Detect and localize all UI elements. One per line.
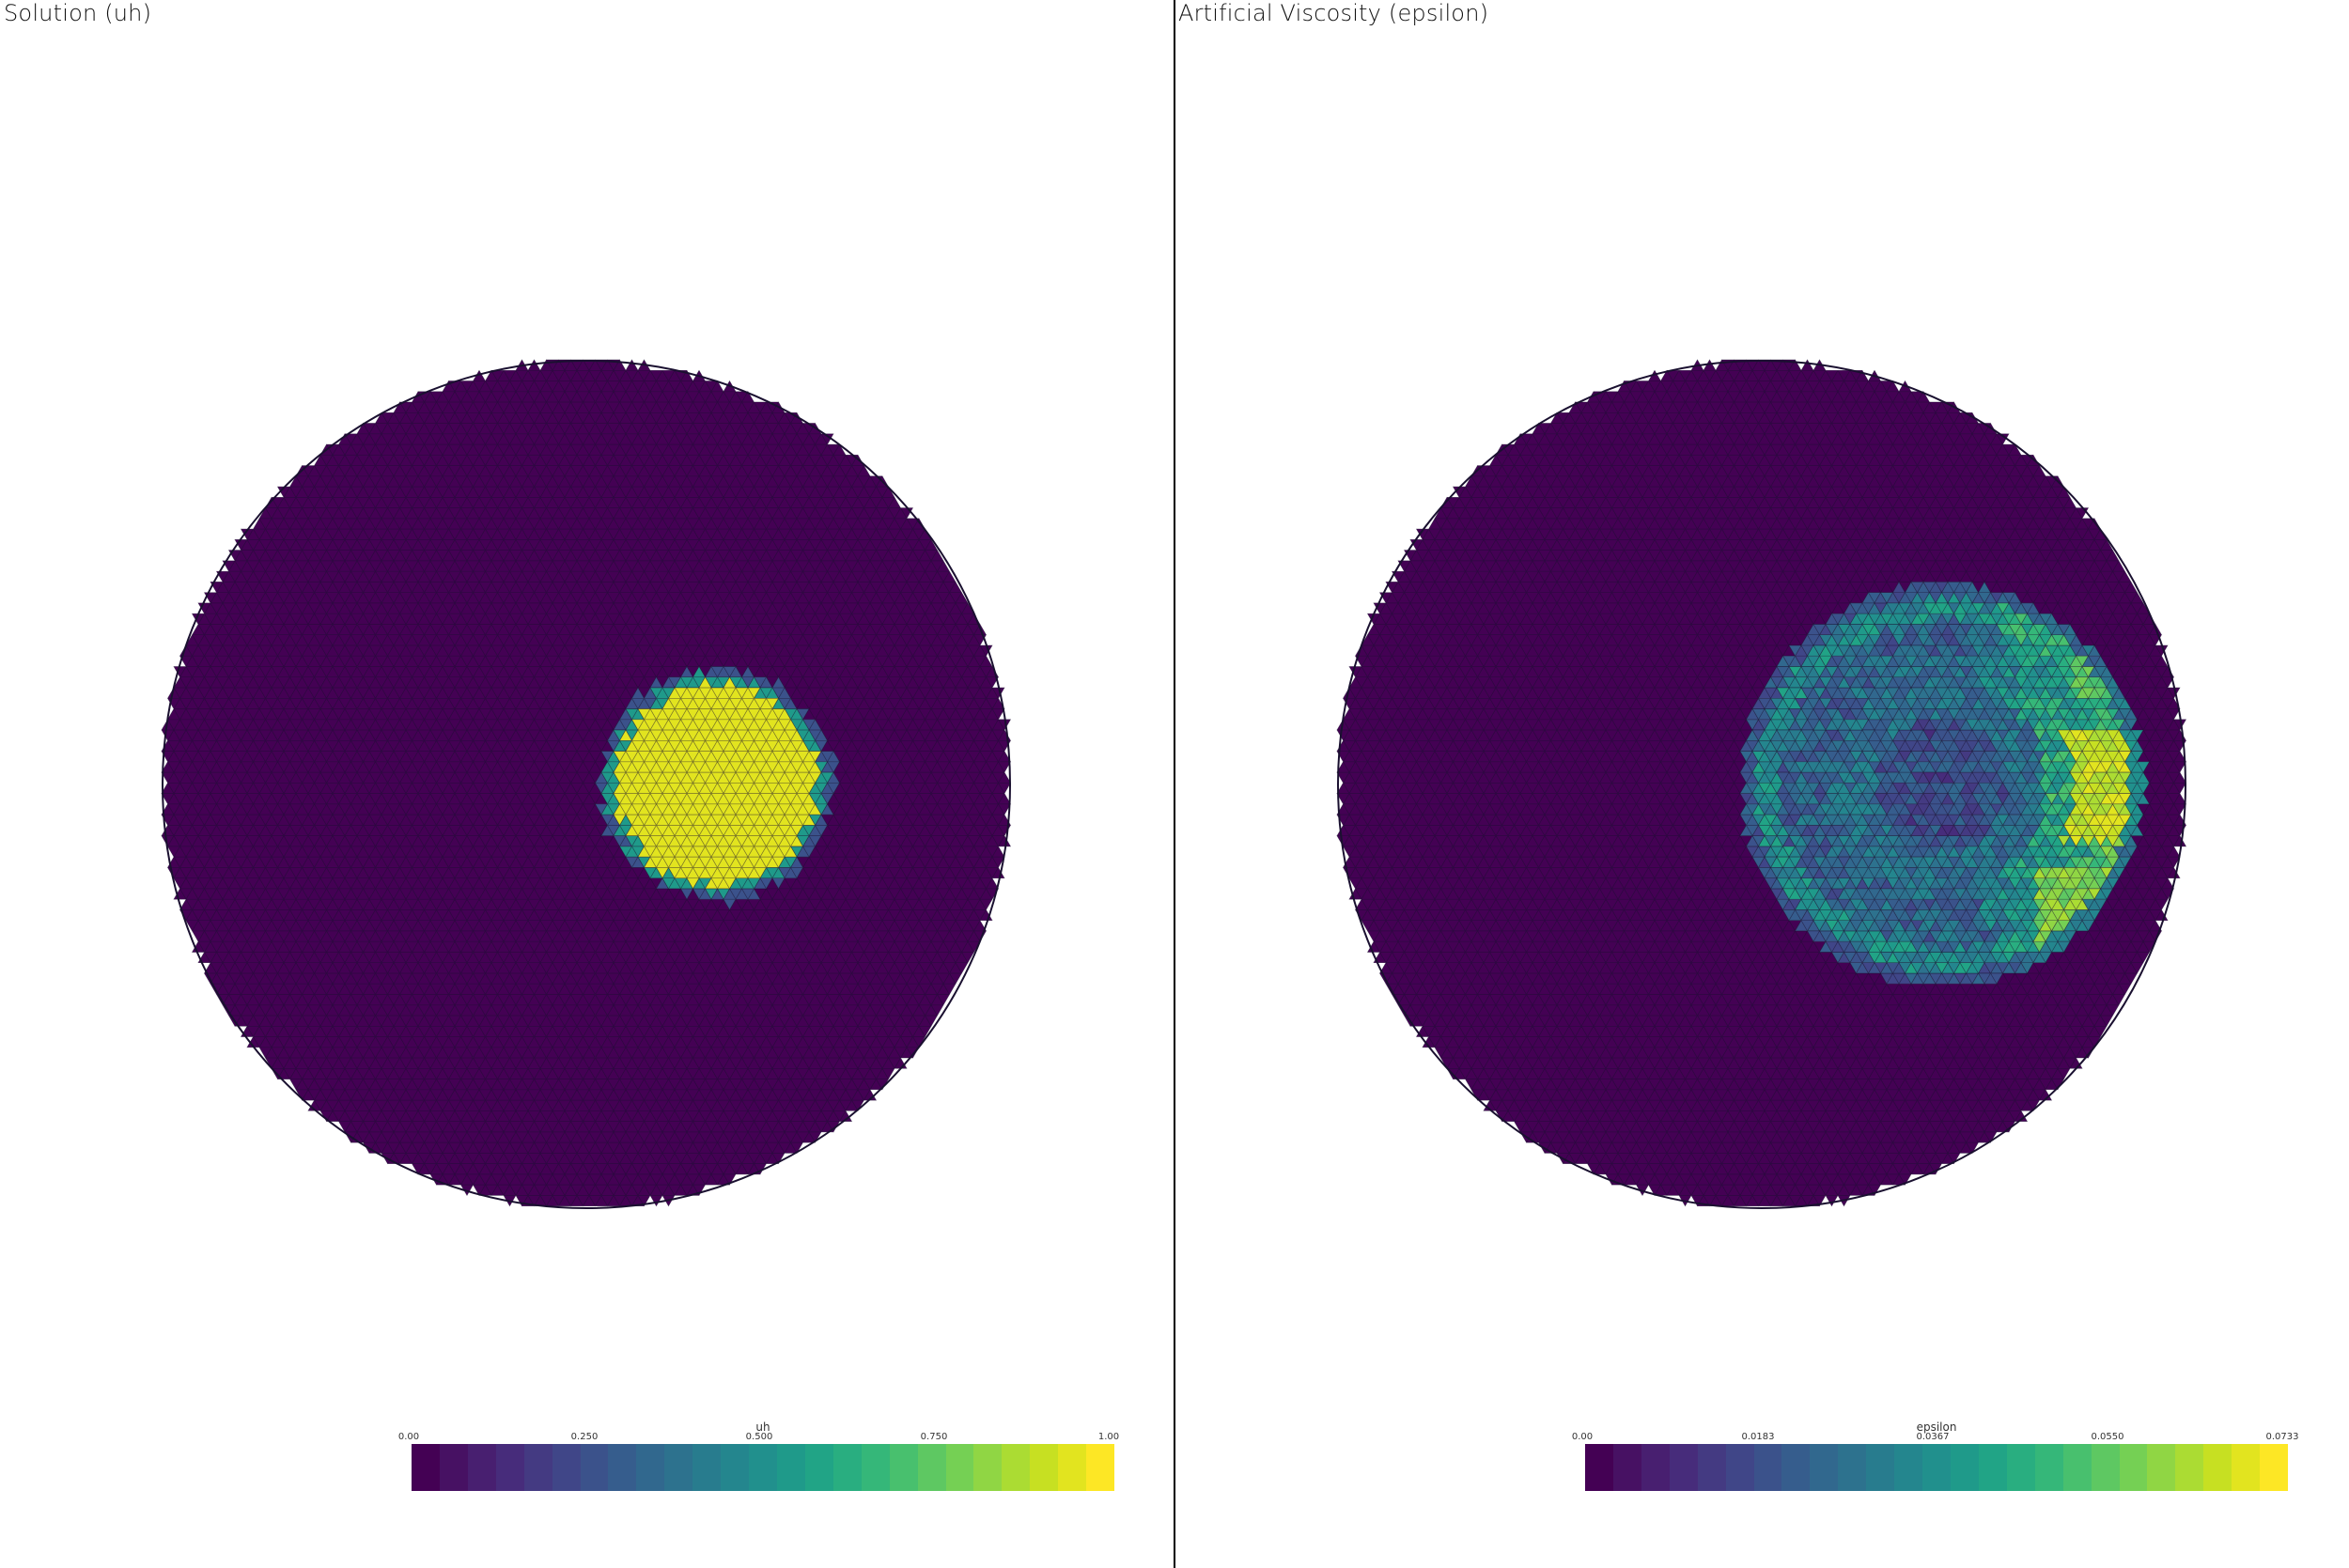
- mesh-cell-group: [1874, 719, 2010, 837]
- mesh-cell-group: [613, 675, 822, 890]
- viscosity-colorbar-tick-3: 0.0550: [2091, 1432, 2124, 1442]
- solution-colorbar: uh 0.00 0.250 0.500 0.750 1.00: [398, 1421, 1120, 1496]
- viscosity-colorbar-tick-2: 0.0367: [1916, 1432, 1950, 1442]
- viscosity-mesh-plot[interactable]: [1175, 0, 2349, 1568]
- mesh-cell-group: [1751, 602, 2139, 974]
- solution-colorbar-tick-0: 0.00: [397, 1432, 420, 1442]
- solution-colorbar-label: uh: [755, 1421, 770, 1434]
- solution-colorbar-gradient: [412, 1444, 1115, 1491]
- viscosity-colorbar-tick-0: 0.00: [1571, 1432, 1594, 1442]
- solution-colorbar-tick-2: 0.500: [745, 1432, 773, 1442]
- mesh-triangles: [161, 359, 1012, 1207]
- solution-colorbar-tick-4: 1.00: [1097, 1432, 1120, 1442]
- viscosity-colorbar: epsilon 0.00 0.0183 0.0367 0.0550 0.0733: [1572, 1421, 2299, 1496]
- solution-panel-title: Solution (uh): [4, 0, 152, 26]
- solution-colorbar-tick-1: 0.250: [570, 1432, 599, 1442]
- mesh-cell-group: [1904, 729, 1961, 837]
- mesh-cell-group: [161, 359, 1012, 1207]
- domain-boundary: [1337, 360, 2186, 1209]
- viscosity-colorbar-tick-4: 0.0733: [2265, 1432, 2299, 1442]
- viscosity-panel: Artificial Viscosity (epsilon) epsilon 0…: [1175, 0, 2349, 1568]
- solution-mesh-plot[interactable]: [0, 0, 1174, 1568]
- panel-divider: [1174, 0, 1175, 1568]
- domain-boundary: [162, 360, 1011, 1209]
- mesh-triangles: [1336, 359, 2187, 1207]
- mesh-cell-group: [2032, 834, 2126, 942]
- mesh-cell-group: [2062, 729, 2132, 847]
- viscosity-colorbar-tick-1: 0.0183: [1741, 1432, 1775, 1442]
- viscosity-colorbar-label: epsilon: [1916, 1421, 1957, 1434]
- viscosity-panel-title: Artificial Viscosity (epsilon): [1178, 0, 1489, 26]
- solution-colorbar-tick-3: 0.750: [920, 1432, 948, 1442]
- viscosity-colorbar-gradient: [1585, 1444, 2289, 1491]
- solution-panel: Solution (uh) uh 0.00 0.250 0.500 0.750 …: [0, 0, 1174, 1568]
- mesh-cell-group: [2032, 729, 2132, 932]
